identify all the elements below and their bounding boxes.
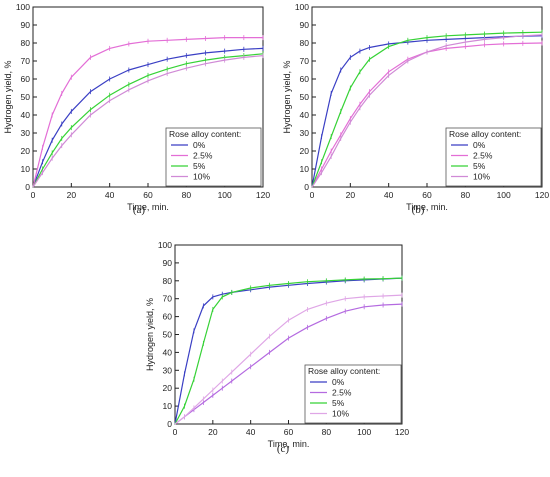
y-tick-label: 40: [21, 110, 31, 120]
legend-entry: 2.5%: [193, 151, 213, 161]
legend-entry: 0%: [473, 140, 486, 150]
legend: Rose alloy content:0%2.5%5%10%: [165, 127, 262, 187]
x-tick-label: 0: [31, 190, 36, 200]
x-axis-title: Time, min.: [268, 439, 310, 449]
y-tick-label: 20: [21, 146, 31, 156]
y-tick-label: 50: [21, 92, 31, 102]
x-tick-label: 80: [182, 190, 192, 200]
legend-title: Rose alloy content:: [449, 129, 521, 139]
x-tick-label: 20: [67, 190, 77, 200]
y-tick-label: 20: [163, 383, 173, 393]
x-tick-label: 0: [173, 427, 178, 437]
legend-entry: 2.5%: [332, 388, 352, 398]
y-tick-label: 10: [163, 401, 173, 411]
x-tick-label: 120: [256, 190, 270, 200]
chart-panel-1: 0 20 40 60 80 100 120 0 10 20 30 40 50 60 70 80 90 100 Tim…: [3, 2, 270, 216]
x-tick-label: 20: [208, 427, 218, 437]
x-axis-title: Time, min.: [127, 202, 169, 212]
y-tick-label: 50: [300, 92, 310, 102]
legend-entry: 0%: [332, 377, 345, 387]
y-tick-label: 60: [21, 74, 31, 84]
legend-entry: 10%: [332, 409, 349, 419]
chart-panel-2: 0 20 40 60 80 100 120 0 10 20 30 40 50 60 70 80 90 100 Tim…: [282, 2, 549, 216]
x-tick-label: 60: [284, 427, 294, 437]
legend-entry: 10%: [193, 172, 210, 182]
y-tick-label: 80: [21, 38, 31, 48]
x-tick-label: 80: [461, 190, 471, 200]
y-tick-label: 50: [163, 330, 173, 340]
y-tick-label: 70: [163, 294, 173, 304]
series-line-2.5%: [311, 42, 543, 188]
series-line-2.5%: [174, 303, 403, 425]
y-tick-label: 20: [300, 146, 310, 156]
legend-entry: 0%: [193, 140, 206, 150]
x-tick-label: 120: [395, 427, 409, 437]
legend: Rose alloy content:0%2.5%5%10%: [445, 127, 542, 187]
x-tick-label: 120: [535, 190, 549, 200]
y-tick-label: 70: [300, 56, 310, 66]
x-tick-label: 60: [143, 190, 153, 200]
y-tick-label: 30: [300, 128, 310, 138]
y-tick-label: 80: [300, 38, 310, 48]
panel-label: (b): [412, 204, 425, 216]
y-tick-label: 60: [163, 312, 173, 322]
y-tick-label: 80: [163, 276, 173, 286]
y-axis-title: Hydrogen yield, %: [3, 60, 13, 133]
x-tick-label: 60: [422, 190, 432, 200]
x-tick-label: 40: [246, 427, 256, 437]
series-line-10%: [311, 34, 543, 188]
series-line-5%: [311, 31, 543, 188]
legend-entry: 5%: [332, 398, 345, 408]
panel-label: (a): [133, 204, 146, 216]
y-axis-title: Hydrogen yield, %: [282, 60, 292, 133]
legend: Rose alloy content:0%2.5%5%10%: [304, 364, 402, 424]
x-tick-label: 40: [384, 190, 394, 200]
series-line-5%: [174, 277, 403, 425]
legend-entry: 5%: [193, 161, 206, 171]
y-axis-title: Hydrogen yield, %: [145, 298, 155, 371]
y-tick-label: 0: [304, 182, 309, 192]
y-tick-label: 0: [167, 419, 172, 429]
series-line-0%: [174, 277, 403, 425]
series-line-10%: [174, 294, 403, 425]
y-tick-label: 100: [158, 240, 172, 250]
x-axis-title: Time, min.: [406, 202, 448, 212]
y-tick-label: 0: [25, 182, 30, 192]
legend-title: Rose alloy content:: [308, 366, 380, 376]
panel-label: (c): [277, 443, 290, 455]
legend-entry: 2.5%: [473, 151, 493, 161]
legend-title: Rose alloy content:: [169, 129, 241, 139]
y-tick-label: 90: [163, 258, 173, 268]
y-tick-label: 60: [300, 74, 310, 84]
y-tick-label: 40: [300, 110, 310, 120]
y-tick-label: 70: [21, 56, 31, 66]
y-tick-label: 30: [21, 128, 31, 138]
x-tick-label: 100: [357, 427, 371, 437]
y-tick-label: 100: [16, 2, 30, 12]
y-tick-label: 90: [300, 20, 310, 30]
x-tick-label: 80: [322, 427, 332, 437]
x-tick-label: 100: [497, 190, 511, 200]
x-tick-label: 100: [218, 190, 232, 200]
y-tick-label: 90: [21, 20, 31, 30]
x-tick-label: 0: [310, 190, 315, 200]
x-tick-label: 40: [105, 190, 115, 200]
x-tick-label: 20: [346, 190, 356, 200]
legend-entry: 5%: [473, 161, 486, 171]
legend-entry: 10%: [473, 172, 490, 182]
y-tick-label: 30: [163, 365, 173, 375]
y-tick-label: 40: [163, 347, 173, 357]
y-tick-label: 10: [21, 164, 31, 174]
y-tick-label: 100: [295, 2, 309, 12]
chart-panel-3: 0 20 40 60 80 100 120 0 10 20 30 40 50 60 70 80 90 100 Tim…: [145, 240, 409, 455]
y-tick-label: 10: [300, 164, 310, 174]
